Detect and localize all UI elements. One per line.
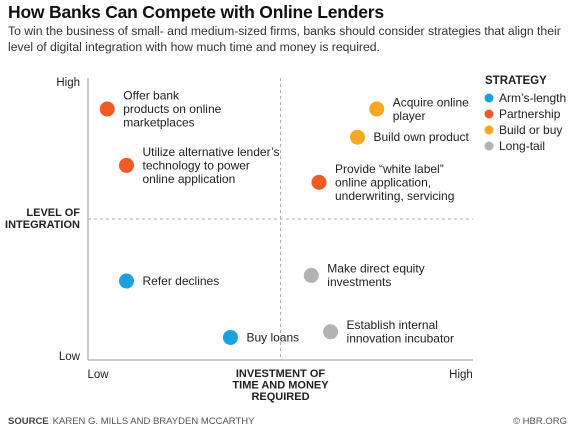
legend-item-label: Build or buy [499, 123, 562, 137]
legend-swatch-partnership [484, 109, 494, 119]
data-point-arms_length [119, 273, 134, 289]
data-point-long_tail [323, 324, 339, 340]
chart-title: How Banks Can Compete with Online Lender… [8, 2, 384, 22]
data-point-long_tail [303, 267, 319, 283]
data-point-arms_length [222, 329, 238, 345]
data-point-label: investments [327, 275, 391, 289]
legend-item-label: Arm’s-length [499, 91, 566, 105]
y-axis-title-line: LEVEL OF [26, 207, 80, 219]
chart-legend: STRATEGY Arm’s-length Partnership Build or … [484, 75, 566, 153]
data-point-label: online application [143, 172, 236, 186]
data-point-label: Refer declines [143, 274, 220, 288]
legend-swatch-long_tail [484, 141, 494, 151]
data-point-label: Acquire online [393, 95, 469, 109]
y-axis-high-label: High [56, 77, 80, 89]
source-text: KAREN G. MILLS AND BRAYDEN MCCARTHY [52, 416, 255, 427]
data-point-label: technology to power [143, 158, 250, 172]
data-point-label: underwriting, servicing [335, 189, 454, 203]
data-point-partnership [311, 174, 327, 190]
legend-item-label: Partnership [499, 107, 561, 121]
chart-subtitle: To win the business of small- and medium… [8, 24, 561, 54]
source-key: SOURCE [8, 416, 49, 427]
data-point-build_or_buy [350, 129, 365, 145]
data-point-label: Build own product [374, 130, 470, 144]
data-point-label: Establish internal [347, 318, 438, 332]
data-point-partnership [99, 101, 115, 117]
credit-note: © HBR.ORG [513, 416, 567, 427]
legend-title: STRATEGY [485, 75, 547, 87]
data-point-label: products on online [123, 102, 221, 116]
x-axis-title-line: REQUIRED [251, 391, 309, 403]
x-axis-title-line: INVESTMENT OF [236, 368, 326, 380]
x-axis-title-line: TIME AND MONEY [232, 380, 329, 392]
data-point-label: Buy loans [246, 330, 299, 344]
x-axis-low-label: Low [87, 369, 109, 381]
data-point-label: marketplaces [123, 116, 194, 130]
data-point-label: Make direct equity [327, 262, 424, 276]
data-point-label: Utilize alternative lender’s [143, 145, 280, 159]
source-note: SOURCE KAREN G. MILLS AND BRAYDEN MCCARTH… [8, 416, 255, 427]
data-point-partnership [119, 157, 134, 173]
data-point-label: innovation incubator [347, 332, 454, 346]
legend-swatch-build_or_buy [484, 125, 494, 135]
legend-item-label: Long-tail [499, 139, 545, 153]
legend-swatch-arms_length [484, 93, 494, 103]
y-axis-low-label: Low [59, 351, 81, 363]
data-point-label: online application, [335, 175, 431, 189]
data-point-build_or_buy [369, 101, 385, 117]
data-point-label: player [393, 109, 426, 123]
data-point-label: Offer bank [123, 89, 180, 103]
data-point-label: Provide “white label” [335, 162, 444, 176]
y-axis-title-line: INTEGRATION [5, 219, 80, 231]
x-axis-high-label: High [449, 369, 473, 381]
